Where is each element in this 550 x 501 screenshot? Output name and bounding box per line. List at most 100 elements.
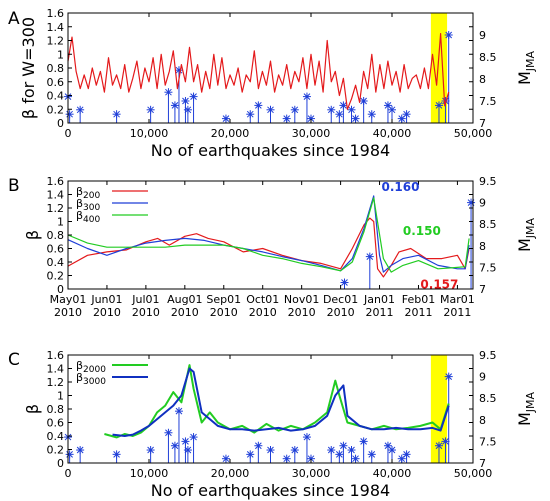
quake-star-marker <box>444 31 453 39</box>
panel-letter-A: A <box>8 9 20 29</box>
x-tick-label: 40,000 <box>373 127 412 140</box>
quake-star-marker <box>327 105 336 114</box>
highlight-band-C <box>430 355 448 463</box>
x-tick-label-month: Aug01 <box>167 293 202 306</box>
quake-star-marker <box>365 252 374 261</box>
quake-star-marker <box>441 97 450 105</box>
y-right-tick-label: 9 <box>479 29 486 42</box>
quake-star-marker <box>434 441 443 450</box>
x-axis-label: No of earthquakes since 1984 <box>151 141 390 160</box>
annotation-green: 0.150 <box>403 224 441 238</box>
quake-star-marker <box>327 446 336 455</box>
quake-star-marker <box>367 450 376 459</box>
x-tick-label: 50,000 <box>454 127 493 140</box>
quake-star-marker <box>189 92 198 101</box>
quake-star-marker <box>359 97 368 105</box>
y-right-tick-label: 9.5 <box>479 175 497 188</box>
y-right-tick-label: 9 <box>479 371 486 384</box>
y-tick-label: 1.4 <box>47 21 65 34</box>
quake-star-marker <box>402 450 411 459</box>
y-right-tick-label: 7.5 <box>479 261 497 274</box>
x-tick-label-month: Dec01 <box>323 293 358 306</box>
y-tick-label: 1 <box>57 216 64 229</box>
x-tick-label-year: 2010 <box>171 306 199 319</box>
x-tick-label-month: Sep01 <box>206 293 241 306</box>
quake-star-marker <box>189 433 198 442</box>
quake-star-marker <box>340 278 349 287</box>
quake-star-marker <box>351 114 360 123</box>
x-tick-label-month: May01 <box>50 293 87 306</box>
quake-star-marker <box>434 101 443 110</box>
x-tick-label-year: 2010 <box>327 306 355 319</box>
series-line-B-β200 <box>67 217 470 278</box>
y-tick-label: 1.6 <box>47 349 65 362</box>
series-line-C-β2000 <box>104 364 450 439</box>
quake-star-marker <box>266 446 275 455</box>
x-tick-label-month: Oct01 <box>246 293 279 306</box>
quake-star-marker <box>444 372 453 381</box>
x-tick-label-month: Jan01 <box>363 293 395 306</box>
quake-star-marker <box>170 101 179 110</box>
panel-letter-B: B <box>8 176 20 196</box>
highlight-band-A <box>430 13 448 123</box>
panel-letter-C: C <box>8 350 20 370</box>
quake-star-marker <box>388 446 396 455</box>
annotation-red: 0.157 <box>420 277 458 291</box>
y-right-tick-label: 7 <box>479 457 486 470</box>
quake-star-marker <box>112 110 121 119</box>
quake-star-marker <box>146 105 155 114</box>
y-tick-label: 0.2 <box>47 103 65 116</box>
quake-star-marker <box>221 454 230 463</box>
quake-star-marker <box>65 450 74 459</box>
y-tick-label: 1.2 <box>47 376 65 389</box>
y-right-axis-label: MJMA <box>515 217 537 252</box>
y-tick-label: 0.4 <box>47 256 65 269</box>
y-tick-label: 1.6 <box>47 175 65 188</box>
x-tick-label-year: 2010 <box>249 306 277 319</box>
x-tick-label: 20,000 <box>211 467 250 480</box>
quake-star-marker <box>221 114 230 123</box>
x-axis-label: No of earthquakes since 1984 <box>151 481 390 500</box>
series-line-B-β300 <box>67 195 470 273</box>
x-tick-label-year: 2010 <box>288 306 316 319</box>
quake-star-marker <box>181 97 190 105</box>
legend-label: β200 <box>76 185 100 201</box>
y-tick-label: 0.8 <box>47 403 65 416</box>
quake-star-marker <box>112 450 121 459</box>
y-tick-label: 1.2 <box>47 35 65 48</box>
quake-star-marker <box>302 433 311 442</box>
quake-star-marker <box>351 454 360 463</box>
x-tick-label-year: 2011 <box>404 306 432 319</box>
x-tick-label-year: 2010 <box>210 306 238 319</box>
y-right-tick-label: 7 <box>479 117 486 130</box>
y-right-tick-label: 7 <box>479 283 486 296</box>
x-tick-label-month: Jun01 <box>90 293 122 306</box>
y-tick-label: 0 <box>57 283 64 296</box>
quake-star-marker <box>174 407 183 416</box>
x-tick-label-year: 2011 <box>443 306 471 319</box>
quake-star-marker <box>402 110 411 119</box>
y-tick-label: 0.6 <box>47 243 65 256</box>
y-right-tick-label: 8 <box>479 240 486 253</box>
series-line-B-β400 <box>67 197 470 273</box>
y-right-axis-label: MJMA <box>515 50 537 85</box>
quake-star-marker <box>441 437 450 446</box>
x-tick-label: 30,000 <box>292 127 331 140</box>
quake-star-marker <box>146 446 155 455</box>
quake-star-marker <box>76 105 85 114</box>
series-line-A-beta <box>67 32 450 110</box>
quake-star-marker <box>170 441 179 450</box>
y-tick-label: 0.8 <box>47 62 65 75</box>
y-right-tick-label: 8 <box>479 414 486 427</box>
quake-star-marker <box>339 101 348 110</box>
x-tick-label-year: 2011 <box>366 306 394 319</box>
y-right-tick-label: 9 <box>479 197 486 210</box>
quake-star-marker <box>65 110 74 119</box>
x-tick-label-month: Mar01 <box>440 293 475 306</box>
x-tick-label: 0 <box>65 127 72 140</box>
quake-star-marker <box>181 437 190 446</box>
legend-label: β3000 <box>76 371 106 387</box>
quake-star-marker <box>347 105 356 114</box>
